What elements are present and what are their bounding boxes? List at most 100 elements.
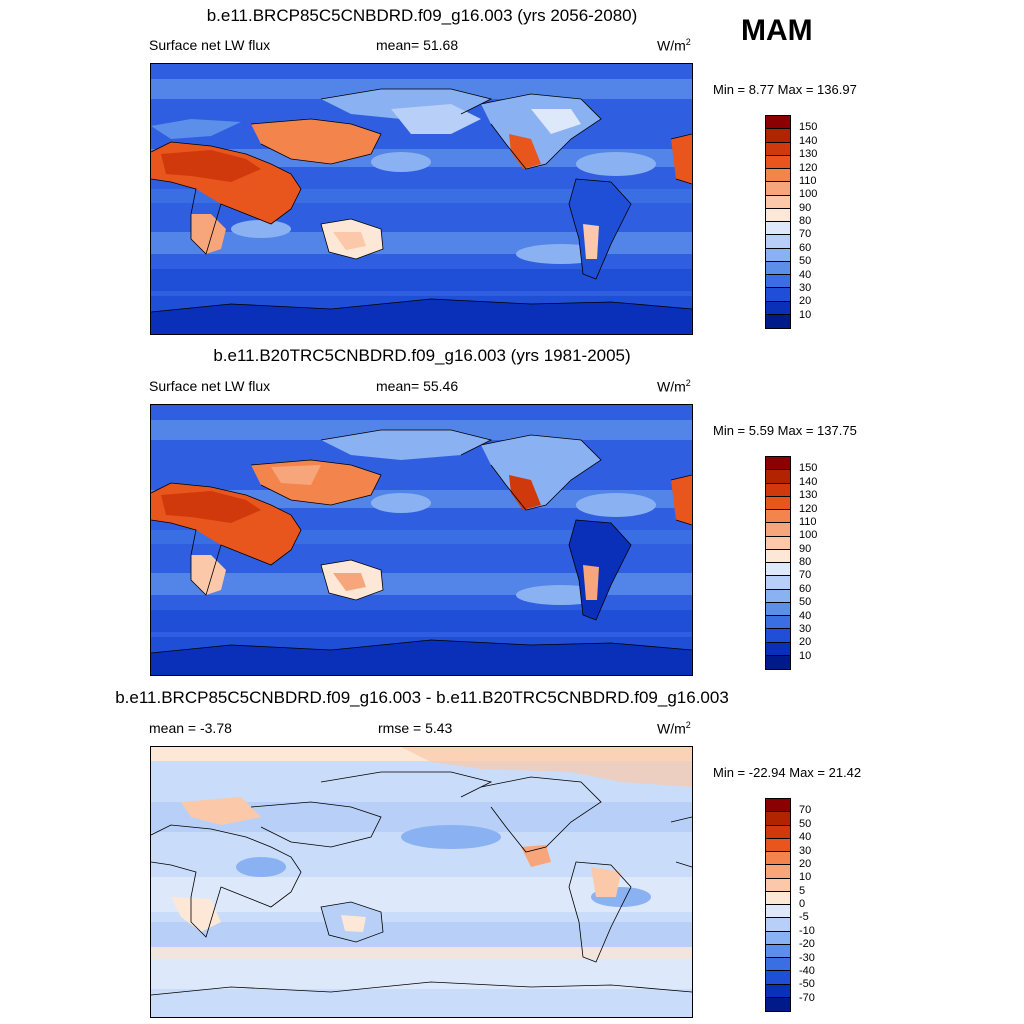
colorbar-segment [766,496,790,510]
colorbar-segment [766,838,790,852]
rmse-label: rmse = 5.43 [378,720,453,736]
colorbar-segment [766,852,790,866]
panel-title: b.e11.B20TRC5CNBDRD.f09_g16.003 (yrs 198… [213,346,631,365]
colorbar-segment [766,931,790,945]
colorbar-segment [766,155,790,169]
units-label: W/m2 [657,720,691,737]
colorbar-tick-label: 120 [799,161,818,174]
units-label: W/m2 [657,378,691,395]
colorbar-tick-label: 0 [799,898,806,910]
colorbar-segment [766,642,790,656]
colorbar-tick-label: 30 [799,844,812,857]
colorbar-tick-label: -20 [799,938,815,951]
colorbar-tick-label: 110 [799,174,817,187]
colorbar-segment [766,616,790,630]
colorbar-tick-label: 40 [799,268,812,281]
colorbar-segment [766,576,790,590]
panel-title: b.e11.BRCP85C5CNBDRD.f09_g16.003 (yrs 20… [206,6,638,25]
colorbar-segment [766,549,790,563]
colorbar-tick-label: -50 [799,978,815,991]
colorbar-segment [766,655,790,669]
colorbar-segment [766,812,790,826]
colorbar-tick-label: 50 [799,255,812,268]
colorbar-tick-label: 80 [799,556,812,568]
colorbar-segment [766,905,790,919]
colorbar-tick-label: 140 [799,475,818,488]
colorbar-segment [766,288,790,302]
variable-label: Surface net LW flux [149,37,271,53]
colorbar-tick-label: 20 [799,857,812,870]
colorbar-tick-label: 140 [799,134,818,147]
map-panel [150,404,693,676]
mean-label: mean= 55.46 [376,378,459,394]
colorbar-tick-label: -30 [799,951,815,964]
colorbar-segment [766,142,790,156]
colorbar-tick-label: 40 [799,831,812,844]
colorbar-tick-label: 30 [799,281,812,294]
colorbar-segment [766,997,790,1011]
colorbar-tick-label: 20 [799,295,812,308]
flux-map [151,405,692,675]
colorbar-tick-label: 110 [799,515,817,528]
colorbar-segment [766,314,790,328]
colorbar-tick-label: 30 [799,622,812,635]
difference-map [151,747,692,1017]
colorbar-segment [766,589,790,603]
colorbar-segment [766,169,790,183]
colorbar-tick-label: 10 [799,871,812,884]
colorbar-segment [766,129,790,143]
colorbar-segment [766,261,790,275]
colorbar-tick-label: 120 [799,502,818,515]
colorbar-tick-label: 90 [799,201,812,214]
colorbar-segment [766,825,790,839]
colorbar-segment [766,235,790,249]
colorbar-segment [766,248,790,262]
colorbar-segment [766,222,790,236]
colorbar-segment [766,865,790,879]
colorbar-tick-label: 70 [799,804,812,817]
colorbar-tick-label: 80 [799,215,812,227]
colorbar-segment [766,878,790,892]
season-label: MAM [741,14,813,47]
colorbar-tick-label: 60 [799,582,812,595]
units-label: W/m2 [657,37,691,54]
colorbar-tick-label: -5 [799,911,809,924]
colorbar-tick-label: 10 [799,649,812,662]
colorbar-segment [766,510,790,524]
colorbar-tick-label: 130 [799,148,818,161]
colorbar-segment [766,470,790,484]
colorbar-segment [766,971,790,985]
panel-title: b.e11.BRCP85C5CNBDRD.f09_g16.003 - b.e11… [115,688,729,707]
colorbar-tick-label: 70 [799,228,812,241]
mean-label: mean = -3.78 [149,720,232,736]
colorbar-tick-label: 100 [799,529,818,542]
colorbar-segment [766,563,790,577]
colorbar-segment [766,629,790,643]
colorbar-segment [766,275,790,289]
colorbar-tick-label: 60 [799,241,812,254]
colorbar-tick-label: 130 [799,489,818,502]
colorbar-tick-label: 10 [799,308,812,321]
colorbar-segment [766,483,790,497]
colorbar-tick-label: 150 [799,121,818,134]
colorbar-segment [766,195,790,209]
colorbar-tick-label: 40 [799,609,812,622]
flux-map [151,64,692,334]
colorbar-segment [766,602,790,616]
map-panel [150,746,693,1018]
colorbar-segment [766,523,790,537]
colorbar-tick-label: -40 [799,964,815,977]
variable-label: Surface net LW flux [149,378,271,394]
colorbar-segment [766,944,790,958]
min-max-label: Min = -22.94 Max = 21.42 [713,765,862,780]
colorbar-segment [766,182,790,196]
colorbar-tick-label: 150 [799,462,818,475]
colorbar-tick-label: 100 [799,188,818,201]
colorbar-segment [766,984,790,998]
colorbar-tick-label: 70 [799,569,812,582]
colorbar-segment [766,958,790,972]
colorbar-segment [766,116,790,130]
colorbar-tick-label: 50 [799,596,812,609]
colorbar-segment [766,208,790,222]
colorbar [765,798,791,1012]
